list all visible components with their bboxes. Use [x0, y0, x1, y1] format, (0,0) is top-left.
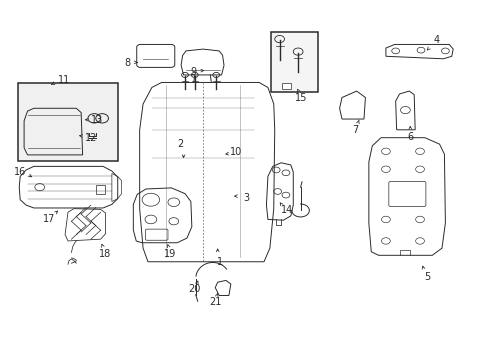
FancyBboxPatch shape	[388, 181, 425, 207]
Bar	[271, 32, 317, 92]
Bar	[96, 185, 104, 194]
FancyBboxPatch shape	[145, 229, 167, 240]
Text: 6: 6	[407, 132, 412, 142]
Text: 17: 17	[43, 215, 56, 224]
Text: 10: 10	[229, 147, 242, 157]
Bar	[18, 83, 118, 161]
Text: 16: 16	[14, 167, 26, 177]
Text: 5: 5	[424, 272, 429, 282]
Text: 4: 4	[433, 35, 439, 45]
Text: 20: 20	[188, 284, 201, 294]
Text: 9: 9	[190, 67, 196, 77]
Text: 13: 13	[91, 115, 103, 125]
Text: 14: 14	[280, 206, 292, 216]
Text: 15: 15	[295, 93, 307, 103]
Text: 19: 19	[164, 249, 176, 259]
Text: 7: 7	[352, 125, 358, 135]
Text: 12: 12	[84, 133, 97, 143]
Text: 11: 11	[58, 75, 70, 85]
Text: 8: 8	[124, 58, 130, 68]
FancyBboxPatch shape	[137, 44, 174, 67]
Text: 18: 18	[99, 248, 111, 258]
Text: 1: 1	[217, 257, 223, 267]
Bar	[282, 83, 290, 89]
Text: 3: 3	[243, 193, 248, 203]
Text: 2: 2	[177, 139, 183, 149]
Text: 21: 21	[209, 297, 221, 307]
